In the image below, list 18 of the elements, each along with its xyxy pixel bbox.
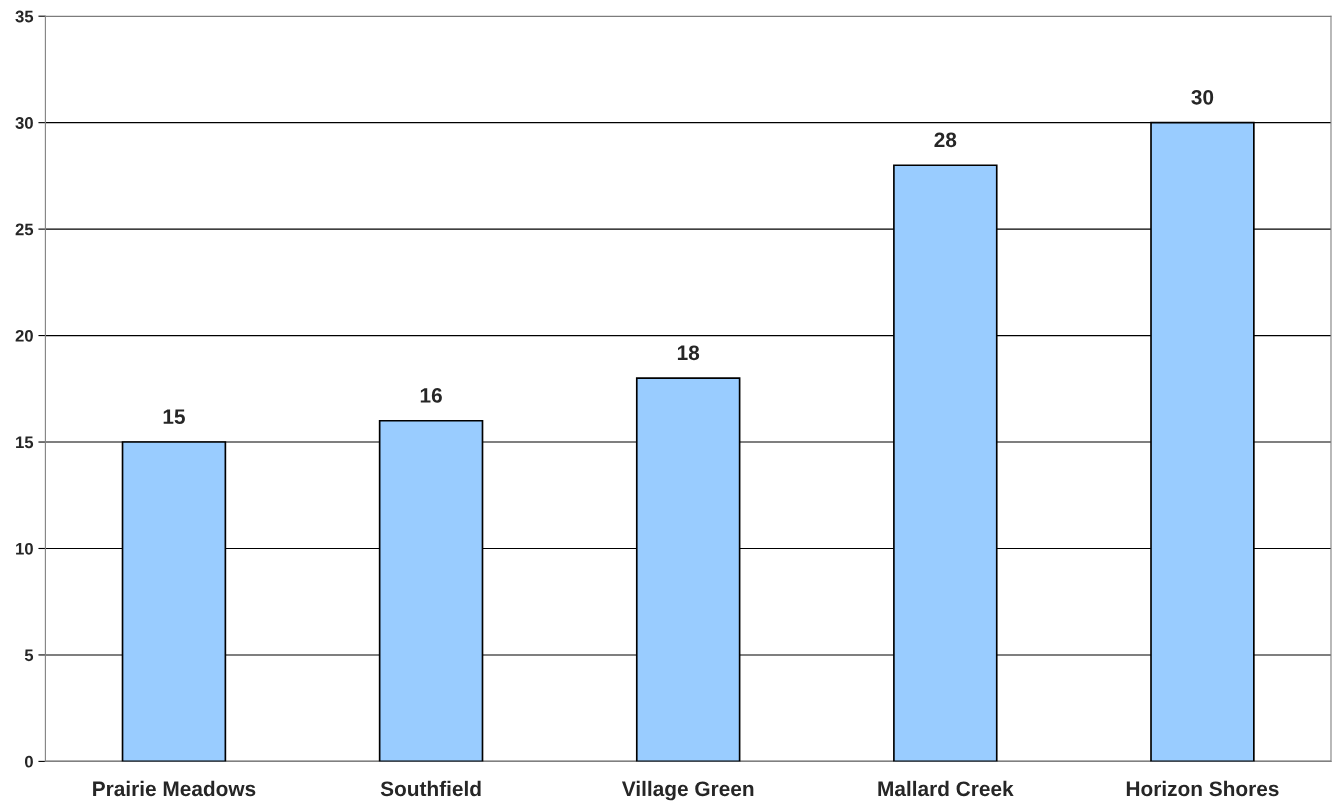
x-tick-label: Horizon Shores bbox=[1126, 780, 1279, 797]
data-label: 18 bbox=[677, 345, 700, 361]
y-tick-label: 30 bbox=[15, 117, 33, 129]
y-tick-label: 10 bbox=[16, 542, 33, 555]
y-tick-label: 0 bbox=[24, 755, 33, 768]
data-label: 28 bbox=[934, 132, 957, 148]
y-tick-label: 5 bbox=[24, 649, 34, 662]
data-label: 15 bbox=[163, 409, 185, 425]
data-label: 16 bbox=[420, 387, 442, 403]
y-tick-label: 25 bbox=[15, 223, 34, 236]
x-tick-label: Village Green bbox=[621, 780, 754, 801]
y-tick-label: 15 bbox=[16, 436, 34, 449]
x-tick-label: Southfield bbox=[380, 780, 481, 797]
y-tick-label: 35 bbox=[15, 10, 34, 23]
y-tick-label: 20 bbox=[15, 329, 33, 342]
data-label: 30 bbox=[1191, 89, 1214, 105]
x-tick-label: Mallard Creek bbox=[878, 780, 1014, 797]
x-tick-label: Prairie Meadows bbox=[93, 780, 256, 797]
